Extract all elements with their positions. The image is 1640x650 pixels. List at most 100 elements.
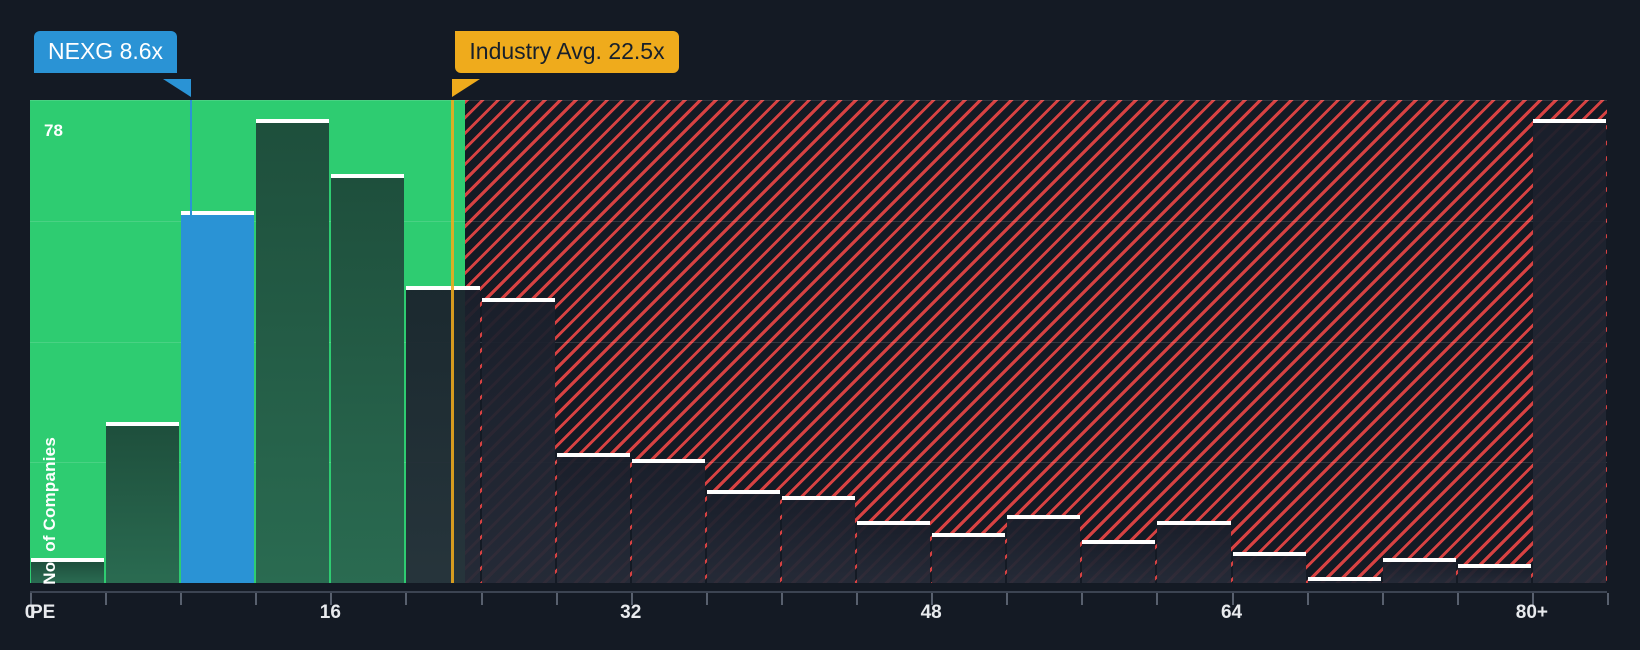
bar-cap [181, 211, 255, 216]
x-axis-tick [1607, 593, 1609, 605]
bar-cap [1157, 521, 1231, 526]
bar-body [1382, 562, 1456, 583]
bar-body [1232, 556, 1306, 583]
x-axis-tick [856, 593, 859, 605]
bar-body [857, 525, 931, 583]
plot-area [30, 100, 1607, 583]
x-axis-tick [780, 593, 783, 605]
x-axis-tick [30, 593, 32, 605]
x-axis-tick [931, 593, 934, 605]
bar-body [932, 537, 1006, 583]
bar-cap [331, 174, 405, 179]
bar-52-56[interactable] [1007, 514, 1081, 583]
x-axis-tick [1456, 593, 1459, 605]
gridline [30, 220, 1607, 222]
bar-cap [556, 452, 630, 457]
bar-48-52[interactable] [932, 533, 1006, 583]
bar-64-68[interactable] [1232, 552, 1306, 583]
bar-cap [481, 298, 555, 303]
bar-body [406, 289, 480, 583]
gridline [30, 462, 1607, 464]
bar-cap [1532, 118, 1606, 123]
bar-body [1082, 543, 1156, 583]
company-pe-marker-line [190, 100, 193, 583]
bar-body [556, 456, 630, 583]
bar-72-76[interactable] [1382, 558, 1456, 583]
x-axis-tick [1381, 593, 1384, 605]
bar-76-80[interactable] [1457, 564, 1531, 583]
bar-44-48[interactable] [857, 521, 931, 583]
company-pe-callout[interactable]: NEXG 8.6x [34, 31, 178, 73]
bar-cap [932, 533, 1006, 538]
x-axis-tick-label: 0 [24, 602, 36, 623]
bar-cap [1082, 539, 1156, 544]
company-pe-callout-tail [163, 79, 192, 97]
bar-body [106, 426, 180, 583]
bar-body [1307, 580, 1381, 583]
bar-cap [1007, 514, 1081, 519]
bar-cap [106, 422, 180, 426]
industry-average-marker-line [451, 100, 455, 583]
bar-cap [1382, 558, 1456, 563]
bar-cap [1232, 552, 1306, 557]
bar-body [31, 562, 105, 583]
bar-60-64[interactable] [1157, 521, 1231, 583]
bar-body [706, 494, 780, 583]
x-axis-line [30, 591, 1607, 593]
bar-32-36[interactable] [631, 459, 705, 583]
x-axis-tick [105, 593, 108, 605]
bar-40-44[interactable] [781, 496, 856, 583]
x-axis-tick [255, 593, 258, 605]
bar-cap [631, 459, 705, 464]
x-axis-tick [405, 593, 408, 605]
industry-average-callout[interactable]: Industry Avg. 22.5x [455, 31, 679, 73]
bar-4-8[interactable] [106, 422, 180, 583]
x-axis-tick [1156, 593, 1159, 605]
bar-body [1457, 568, 1531, 583]
bar-36-40[interactable] [706, 490, 780, 583]
bar-body [1532, 122, 1606, 583]
bar-80plus[interactable] [1532, 118, 1606, 583]
bar-0-4[interactable] [31, 558, 105, 583]
bar-cap [706, 490, 780, 495]
x-axis-tick [480, 593, 483, 605]
x-axis-tick [1081, 593, 1084, 605]
bar-cap [857, 521, 931, 526]
x-axis-tick [1531, 593, 1534, 605]
x-axis-title: PE [30, 602, 56, 623]
x-axis-tick [330, 593, 333, 605]
bar-cap [406, 285, 480, 290]
bar-cap [31, 558, 105, 563]
bar-20-24[interactable] [406, 285, 480, 583]
bar-body [631, 463, 705, 583]
x-axis-tick-label: 80+ [1515, 602, 1548, 623]
bar-16-20[interactable] [331, 174, 405, 583]
x-axis-tick [630, 593, 633, 605]
x-axis-tick [555, 593, 558, 605]
x-axis-tick [180, 593, 183, 605]
bar-body [256, 122, 330, 583]
bar-56-60[interactable] [1082, 539, 1156, 583]
bar-68-72[interactable] [1307, 576, 1381, 583]
x-axis-tick [1006, 593, 1009, 605]
bar-cap [256, 118, 330, 123]
bar-8-12[interactable] [181, 211, 255, 583]
bar-cap [1307, 576, 1381, 581]
bar-body [1157, 525, 1231, 583]
bar-body [331, 178, 405, 583]
bar-28-32[interactable] [556, 452, 630, 583]
y-axis-title: No. of Companies [40, 437, 59, 585]
gridline [30, 341, 1607, 343]
overvalued-zone-hatched [465, 100, 1607, 583]
bar-cap [1457, 564, 1531, 569]
bar-12-16[interactable] [256, 118, 330, 583]
x-axis-tick-label: 16 [319, 602, 341, 623]
bar-body [781, 500, 856, 583]
gridline [30, 100, 1607, 101]
x-axis-tick [1306, 593, 1309, 605]
x-axis-tick [705, 593, 708, 605]
bar-body [481, 302, 555, 583]
bar-body [1007, 518, 1081, 583]
bar-24-28[interactable] [481, 298, 555, 583]
y-axis-max-label: 78 [44, 121, 63, 140]
